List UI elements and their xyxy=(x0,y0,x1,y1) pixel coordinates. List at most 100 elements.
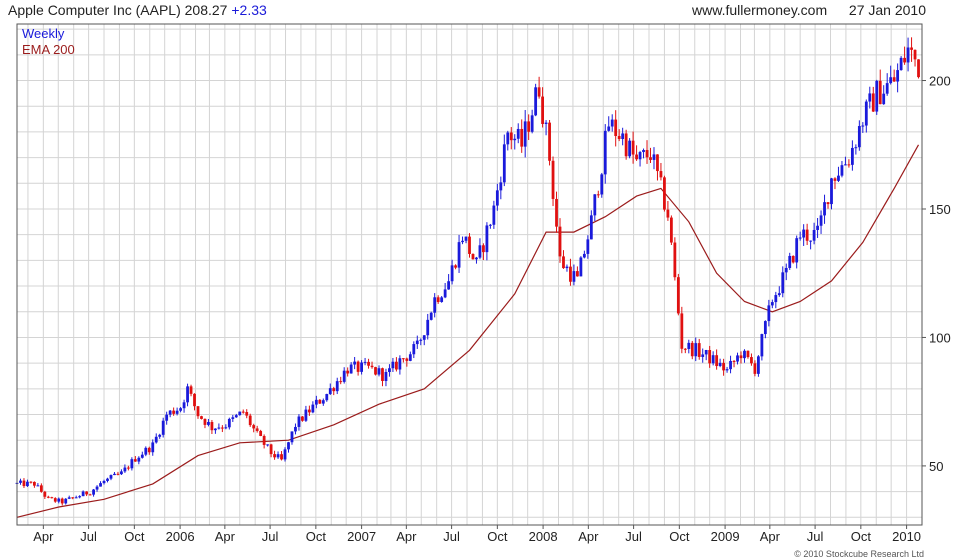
x-tick-label: 2009 xyxy=(711,529,740,544)
candle-body xyxy=(614,119,618,137)
chart-source: www.fullermoney.com 27 Jan 2010 xyxy=(692,2,926,18)
candle-body xyxy=(43,491,47,497)
candle-body xyxy=(669,217,673,243)
candle-body xyxy=(186,386,189,403)
candle-body xyxy=(569,266,572,282)
candle-body xyxy=(193,393,196,407)
candle-body xyxy=(433,297,437,313)
candle-body xyxy=(889,77,893,84)
candle-body xyxy=(200,416,203,419)
candle-body xyxy=(346,370,350,374)
candle-body xyxy=(579,257,583,277)
candle-body xyxy=(172,410,176,414)
candle-body xyxy=(36,485,40,487)
candle-body xyxy=(464,236,468,241)
candle-body xyxy=(349,364,353,374)
candle-body xyxy=(179,408,182,411)
candle-body xyxy=(596,194,600,196)
candle-body xyxy=(471,253,475,260)
source-site[interactable]: www.fullermoney.com xyxy=(692,2,828,18)
candle-body xyxy=(120,471,123,475)
y-tick-label: 100 xyxy=(929,330,951,345)
candle-body xyxy=(227,418,231,428)
candle-body xyxy=(882,93,886,105)
candle-body xyxy=(154,436,158,443)
candle-body xyxy=(457,242,461,268)
candle-body xyxy=(161,420,165,435)
candle-body xyxy=(468,236,471,254)
candle-body xyxy=(628,140,632,157)
candle-body xyxy=(743,350,746,359)
candle-body xyxy=(676,277,680,314)
candle-body xyxy=(269,444,273,455)
candle-body xyxy=(589,215,593,240)
candle-body xyxy=(482,245,485,253)
candle-body xyxy=(704,349,708,355)
candle-body xyxy=(777,293,781,296)
candle-body xyxy=(788,255,792,268)
candle-body xyxy=(314,399,318,405)
plot-frame xyxy=(16,23,923,526)
candle-body xyxy=(551,160,555,199)
candle-body xyxy=(492,205,496,225)
candle-body xyxy=(328,388,332,395)
candle-body xyxy=(690,342,694,357)
candle-body xyxy=(147,447,151,453)
candle-body xyxy=(541,96,544,124)
candle-body xyxy=(819,215,823,226)
x-tick-label: Jul xyxy=(807,529,824,544)
candle-body xyxy=(408,354,412,361)
candle-body xyxy=(64,498,68,504)
candle-body xyxy=(461,240,464,243)
x-tick-label: Oct xyxy=(669,529,690,544)
candle-body xyxy=(683,348,687,350)
candle-body xyxy=(203,418,207,425)
candle-body xyxy=(701,354,705,357)
candle-body xyxy=(864,101,868,126)
candle-body xyxy=(168,410,172,415)
candle-body xyxy=(802,229,806,238)
candle-body xyxy=(715,355,719,367)
candle-body xyxy=(189,386,193,394)
candle-body xyxy=(158,434,162,437)
candle-body xyxy=(391,361,395,369)
candle-body xyxy=(447,281,451,290)
candle-body xyxy=(234,415,238,418)
candle-body xyxy=(450,265,454,282)
candle-body xyxy=(297,416,301,427)
candle-body xyxy=(71,497,75,499)
candle-body xyxy=(353,361,357,365)
candle-body xyxy=(708,349,712,364)
candle-body xyxy=(67,497,71,499)
candle-body xyxy=(280,454,283,460)
x-axis: Apr Jul Oct 2006 Apr Jul Oct 2007 Apr Jul Oct 2008 A… xyxy=(33,525,921,544)
candle-body xyxy=(603,130,607,175)
candle-body xyxy=(791,255,795,263)
candle-body xyxy=(412,344,416,355)
candle-body xyxy=(102,480,106,484)
candle-body xyxy=(729,360,732,370)
candle-body xyxy=(656,154,659,172)
candle-body xyxy=(144,447,148,455)
candle-body xyxy=(582,253,586,258)
candle-body xyxy=(485,225,489,253)
candle-body xyxy=(39,485,43,492)
candle-body xyxy=(917,59,920,78)
candle-body xyxy=(33,481,36,486)
candle-body xyxy=(847,164,851,166)
candle-body xyxy=(475,257,478,260)
x-tick-label: Apr xyxy=(396,529,417,544)
candle-body xyxy=(294,426,297,432)
chart-date: 27 Jan 2010 xyxy=(848,2,926,18)
candle-body xyxy=(307,409,311,413)
candle-body xyxy=(840,165,844,176)
candle-body xyxy=(607,126,611,131)
x-tick-label: Oct xyxy=(306,529,327,544)
candle-body xyxy=(892,77,896,82)
candle-body xyxy=(673,242,677,278)
candle-body xyxy=(356,361,360,372)
candle-body xyxy=(60,498,64,504)
candle-body xyxy=(784,267,788,273)
candle-body xyxy=(746,350,750,358)
